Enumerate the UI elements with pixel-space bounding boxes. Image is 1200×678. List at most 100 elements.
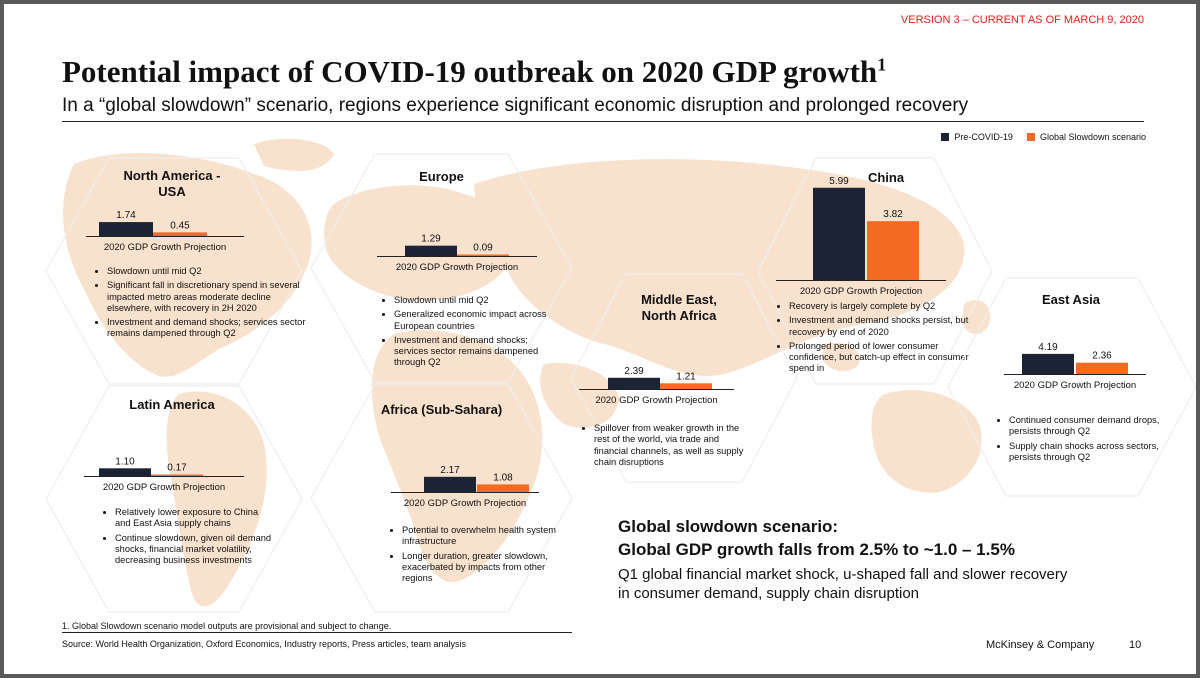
bullet-item: Continue slowdown, given oil demand shoc… — [115, 533, 275, 567]
bar-pre-covid — [424, 476, 476, 492]
headline-sub-1: Q1 global financial market shock, u-shap… — [618, 566, 1068, 583]
region-title: Latin America — [129, 397, 215, 412]
x-axis-label: 2020 GDP Growth Projection — [103, 482, 225, 493]
bar-chart: 2.39 1.21 2020 GDP Growth Projection — [579, 366, 734, 406]
bar-slowdown — [153, 232, 207, 236]
bar-pre-covid — [1022, 353, 1074, 374]
bar-chart: 2.17 1.08 2020 GDP Growth Projection — [391, 465, 539, 509]
bar-slowdown — [457, 254, 509, 256]
bar-slowdown — [477, 484, 529, 492]
legend-label-pre: Pre-COVID-19 — [954, 132, 1013, 142]
source-note: Source: World Health Organization, Oxfor… — [62, 639, 466, 649]
legend-item-pre-covid: Pre-COVID-19 — [941, 132, 1013, 142]
bullet-item: Supply chain shocks across sectors, pers… — [1009, 441, 1169, 464]
bullet-item: Investment and demand shocks; services s… — [394, 335, 554, 369]
bar-slowdown — [151, 474, 203, 476]
bullet-list: Relatively lower exposure to China and E… — [102, 507, 275, 569]
x-axis-label: 2020 GDP Growth Projection — [800, 286, 922, 297]
world-map-background — [63, 138, 990, 607]
title-rule — [62, 121, 1144, 122]
bar-pre-covid — [99, 468, 151, 476]
bullet-item: Slowdown until mid Q2 — [107, 266, 307, 277]
brand-name: McKinsey & Company — [986, 639, 1095, 651]
bar-slowdown — [1076, 362, 1128, 374]
bar-pre-covid — [99, 222, 153, 236]
region-title: Middle East, North Africa — [641, 292, 717, 323]
headline-line-1: Global slowdown scenario: — [618, 517, 839, 536]
region-title: Europe — [419, 169, 464, 184]
bullet-item: Generalized economic impact across Europ… — [394, 309, 554, 332]
region-africa: Africa (Sub-Sahara) 2.17 1.08 2020 GDP Gro… — [309, 382, 574, 614]
bullet-list: Spillover from weaker growth in the rest… — [581, 423, 749, 471]
bullet-item: Continued consumer demand drops, persist… — [1009, 415, 1169, 438]
hexagon-frame — [310, 383, 573, 613]
bar-value-label: 1.08 — [493, 472, 513, 483]
bar-slowdown — [660, 383, 712, 389]
bar-value-label: 2.17 — [440, 465, 460, 476]
region-title: East Asia — [1041, 292, 1101, 307]
hexagon-frame — [947, 277, 1196, 497]
bar-pre-covid — [608, 377, 660, 389]
bullet-list: Continued consumer demand drops, persist… — [996, 415, 1169, 466]
bar-chart: 1.10 0.17 2020 GDP Growth Projection — [84, 456, 244, 493]
hexagon-frame — [45, 157, 303, 385]
bar-value-label: 4.19 — [1038, 342, 1058, 353]
hexagon-frame — [310, 153, 573, 383]
page-number: 10 — [1129, 639, 1142, 651]
legend-label-slowdown: Global Slowdown scenario — [1039, 132, 1146, 142]
bullet-list: Slowdown until mid Q2 Generalized economi… — [381, 295, 554, 372]
x-axis-label: 2020 GDP Growth Projection — [595, 395, 717, 406]
region-east-asia: East Asia 4.19 2.36 2020 GDP Growth Projec… — [946, 276, 1196, 498]
chart-legend: Pre-COVID-19 Global Slowdown scenario — [941, 132, 1146, 142]
bar-pre-covid — [405, 245, 457, 256]
legend-item-slowdown: Global Slowdown scenario — [1026, 132, 1146, 142]
region-title: Africa (Sub-Sahara) — [380, 402, 503, 417]
bar-chart: 1.74 0.45 2020 GDP Growth Projection — [86, 210, 244, 253]
bar-value-label: 5.99 — [829, 176, 849, 187]
bar-value-label: 1.10 — [115, 456, 135, 467]
bullet-item: Significant fall in discretionary spend … — [107, 280, 307, 314]
x-axis-label: 2020 GDP Growth Projection — [1014, 380, 1136, 391]
footnote: 1. Global Slowdown scenario model output… — [62, 621, 392, 631]
version-label: VERSION 3 – CURRENT AS OF MARCH 9, 2020 — [900, 14, 1144, 26]
bullet-list: Slowdown until mid Q2 Significant fall in… — [94, 266, 307, 343]
title-footnote-mark: 1 — [877, 54, 887, 75]
bar-chart: 5.99 3.82 2020 GDP Growth Projection — [776, 176, 946, 297]
region-title: China — [867, 170, 905, 185]
x-axis-label: 2020 GDP Growth Projection — [104, 242, 226, 253]
headline-line-2: Global GDP growth falls from 2.5% to ~1.… — [618, 540, 1015, 559]
legend-swatch-pre — [941, 133, 950, 141]
bar-value-label: 0.45 — [170, 220, 190, 231]
bullet-item: Recovery is largely complete by Q2 — [789, 301, 974, 312]
bullet-list: Potential to overwhelm health system inf… — [389, 525, 557, 587]
hexagon-frame — [45, 385, 303, 613]
region-china: China 5.99 3.82 2020 GDP Growth Projection… — [756, 156, 994, 386]
bar-chart: 4.19 2.36 2020 GDP Growth Projection — [1004, 342, 1146, 391]
bullet-item: Spillover from weaker growth in the rest… — [594, 423, 749, 468]
x-axis-label: 2020 GDP Growth Projection — [396, 262, 518, 273]
footer-rule — [62, 632, 572, 633]
bar-value-label: 1.29 — [421, 234, 441, 245]
bar-value-label: 2.39 — [624, 366, 644, 377]
region-europe: Europe 1.29 0.09 2020 GDP Growth Projectio… — [309, 152, 574, 384]
legend-swatch-slowdown — [1026, 133, 1035, 141]
bullet-item: Relatively lower exposure to China and E… — [115, 507, 275, 530]
bullet-item: Longer duration, greater slowdown, exace… — [402, 551, 557, 585]
hexagon-frame — [757, 157, 993, 385]
bullet-item: Prolonged period of lower consumer confi… — [789, 341, 974, 375]
headline-sub-2: in consumer demand, supply chain disrupt… — [618, 585, 920, 602]
bar-value-label: 0.09 — [473, 243, 493, 254]
bar-value-label: 1.74 — [116, 210, 136, 221]
region-middle-east: Middle East, North Africa 2.39 1.21 2020 G… — [569, 272, 799, 484]
page-title: Potential impact of COVID-19 outbreak on… — [62, 54, 886, 90]
bar-value-label: 1.21 — [676, 371, 696, 382]
bar-slowdown — [867, 221, 919, 280]
hexagon-frame — [570, 273, 798, 483]
page-subtitle: In a “global slowdown” scenario, regions… — [62, 95, 969, 116]
bullet-item: Investment and demand shocks persist, bu… — [789, 315, 974, 338]
region-title: North America - USA — [123, 168, 221, 199]
region-north-america: North America - USA 1.74 0.45 2020 GDP Gro… — [44, 156, 307, 386]
bar-value-label: 2.36 — [1092, 351, 1112, 362]
bullet-item: Potential to overwhelm health system inf… — [402, 525, 557, 548]
bullet-list: Recovery is largely complete by Q2 Invest… — [776, 301, 974, 378]
